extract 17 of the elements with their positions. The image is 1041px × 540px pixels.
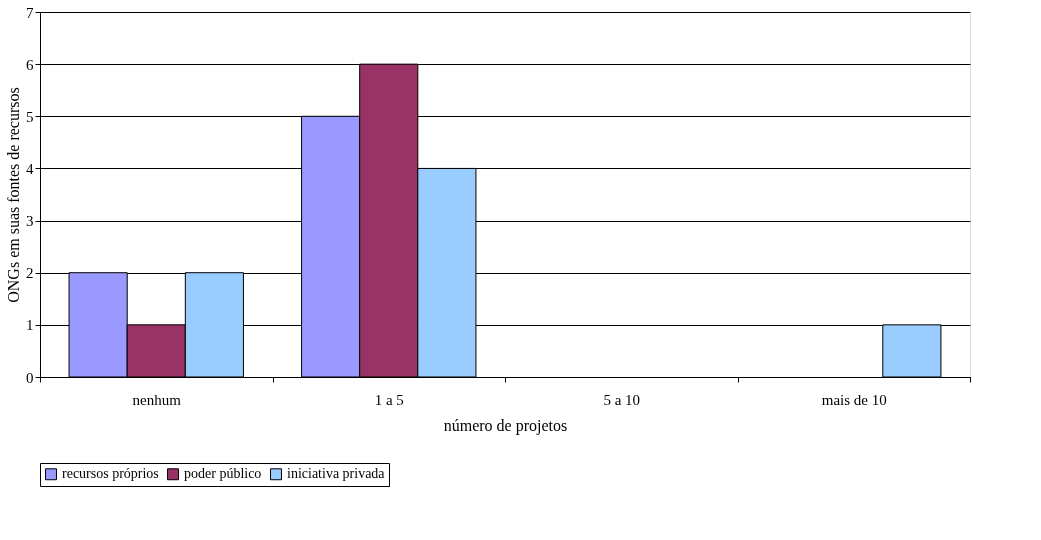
y-tick-label: 2 [26,265,34,282]
y-tick-label: 0 [26,369,34,386]
y-tick-label: 3 [26,213,34,230]
y-tick-label: 5 [26,108,34,125]
y-tick-label: 7 [26,4,34,21]
x-tick-label: nenhum [132,391,182,408]
y-axis-title: ONGs em suas fontes de recursos [5,87,22,303]
x-axis-title: número de projetos [443,416,568,435]
legend-label: recursos próprios [62,466,159,482]
x-tick-label: mais de 10 [821,391,887,408]
y-tick-label: 6 [26,56,34,73]
y-tick-label: 4 [26,160,34,177]
legend-label: poder público [184,466,262,482]
legend-label: iniciativa privada [287,466,386,482]
y-tick-label: 1 [26,317,34,334]
x-tick-label: 5 a 10 [603,391,641,408]
x-tick-label: 1 a 5 [374,391,404,408]
